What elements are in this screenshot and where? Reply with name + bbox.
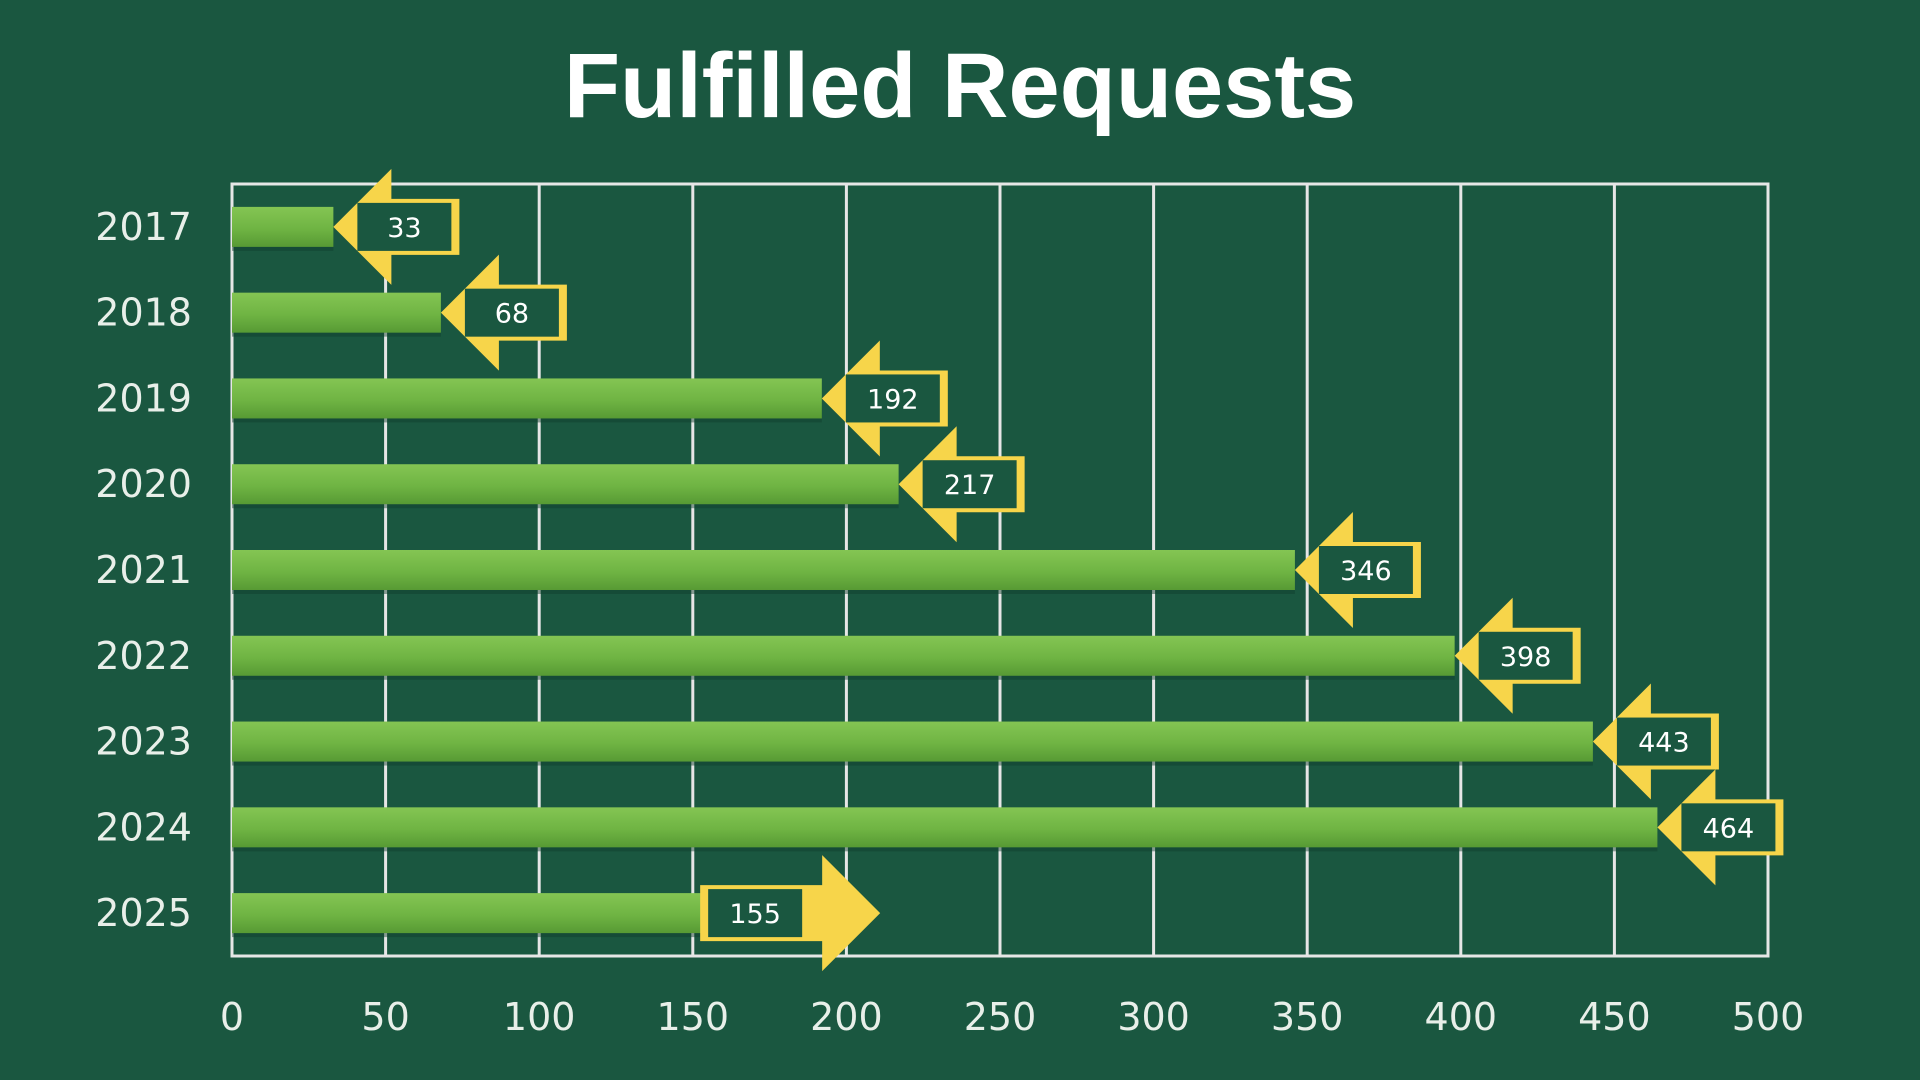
data-callouts: 33 68 192 217 346 398 443 464 155: [333, 168, 1784, 972]
data-label: 464: [1703, 813, 1755, 844]
y-category-label: 2019: [95, 376, 192, 420]
x-tick-label: 50: [361, 995, 409, 1039]
bar: [232, 721, 1593, 762]
callout-box: [357, 202, 452, 251]
data-label: 443: [1638, 728, 1690, 759]
x-tick-label: 500: [1732, 995, 1805, 1039]
data-callout: 192: [821, 340, 948, 457]
bar: [232, 292, 441, 333]
y-category-label: 2018: [95, 291, 192, 335]
x-tick-label: 350: [1271, 995, 1344, 1039]
y-category-label: 2020: [95, 462, 192, 506]
callout-box: [845, 374, 940, 423]
callout-box: [464, 288, 559, 337]
data-label: 68: [495, 299, 529, 330]
axis-labels: 0 50 100 150 200 250 300 350 400 450 500 2017 2018 20…: [95, 205, 1804, 1039]
bar: [232, 893, 709, 934]
x-tick-label: 150: [657, 995, 730, 1039]
callout-box: [1616, 717, 1711, 766]
data-callout: 217: [898, 426, 1025, 543]
callout-box: [922, 460, 1017, 509]
y-category-label: 2017: [95, 205, 192, 249]
bars: [232, 206, 1658, 938]
bar: [232, 807, 1658, 848]
data-label: 398: [1500, 642, 1552, 673]
callout-box: [1681, 803, 1776, 852]
x-tick-label: 400: [1425, 995, 1498, 1039]
data-callout: 155: [700, 855, 881, 972]
callout-box: [1318, 546, 1413, 594]
bar: [232, 635, 1455, 676]
data-label: 155: [729, 899, 781, 930]
y-category-label: 2025: [95, 891, 192, 935]
data-label: 346: [1340, 556, 1392, 587]
bar: [232, 464, 899, 505]
x-tick-label: 0: [220, 995, 244, 1039]
y-category-label: 2023: [95, 720, 192, 764]
callout-box: [708, 889, 803, 938]
bar: [232, 550, 1295, 590]
data-callout: 346: [1294, 512, 1421, 628]
x-tick-label: 100: [503, 995, 576, 1039]
callout-box: [1478, 631, 1573, 680]
x-tick-label: 200: [810, 995, 883, 1039]
y-category-label: 2021: [95, 548, 192, 592]
y-category-label: 2024: [95, 805, 192, 849]
data-callout: 398: [1454, 597, 1581, 714]
x-tick-label: 300: [1117, 995, 1190, 1039]
data-callout: 68: [440, 254, 567, 371]
x-tick-label: 450: [1578, 995, 1651, 1039]
y-category-label: 2022: [95, 634, 192, 678]
data-label: 33: [387, 213, 421, 244]
data-label: 217: [944, 470, 996, 501]
bar: [232, 206, 334, 247]
data-callout: 443: [1592, 683, 1719, 800]
x-tick-label: 250: [964, 995, 1037, 1039]
bar: [232, 378, 822, 419]
data-callout: 464: [1657, 769, 1784, 886]
data-callout: 33: [333, 168, 460, 285]
data-label: 192: [867, 384, 919, 415]
chart-title: Fulfilled Requests: [563, 35, 1357, 137]
